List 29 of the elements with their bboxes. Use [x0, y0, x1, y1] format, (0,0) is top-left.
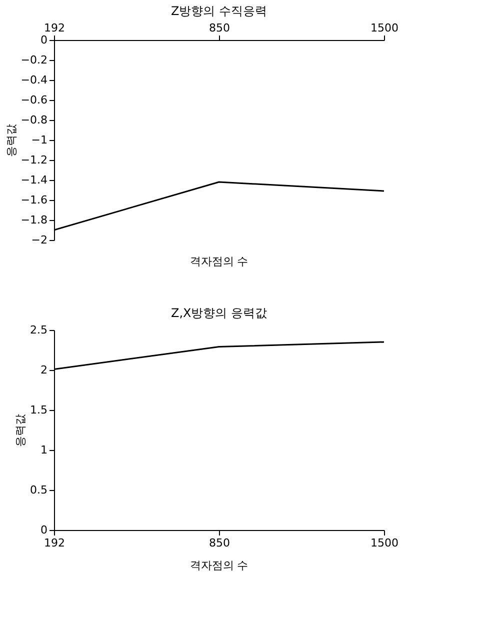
x-tick-label: 1500	[370, 22, 398, 34]
y-tick-label: 0	[40, 34, 48, 46]
y-axis-title: 응력값	[4, 124, 18, 157]
y-tick-label: 1	[40, 444, 48, 456]
y-tick-label: 2.5	[30, 324, 48, 336]
y-tick-label: −1.8	[20, 214, 48, 226]
y-tick-label: −2	[31, 234, 48, 246]
y-tick-label: −1.2	[20, 154, 48, 166]
y-tick-label: −0.8	[20, 114, 48, 126]
x-tick-label: 850	[209, 22, 230, 34]
y-tick-label: −1.6	[20, 194, 48, 206]
y-tick-label: −1.4	[20, 174, 48, 186]
y-tick-label: 2	[40, 364, 48, 376]
chart-title: Z,X방향의 응력값	[170, 306, 268, 320]
x-tick-label: 850	[209, 536, 230, 550]
y-tick-label: −0.2	[20, 54, 48, 66]
y-tick-label: −1	[31, 134, 48, 146]
y-tick-label: 1.5	[30, 404, 48, 416]
chart-title: Z방향의 수직응력	[170, 4, 268, 18]
x-tick-label: 192	[44, 536, 65, 550]
y-tick-label: 0	[40, 524, 48, 536]
x-axis-title: 격자점의 수	[190, 559, 248, 572]
x-tick-label: 192	[44, 22, 65, 34]
x-axis-title: 격자점의 수	[190, 255, 248, 268]
x-tick-label: 1500	[370, 536, 398, 550]
y-tick-label: 0.5	[30, 484, 48, 496]
y-axis-title: 응력값	[14, 414, 28, 447]
y-tick-label: −0.4	[20, 74, 48, 86]
y-tick-label: −0.6	[20, 94, 48, 106]
